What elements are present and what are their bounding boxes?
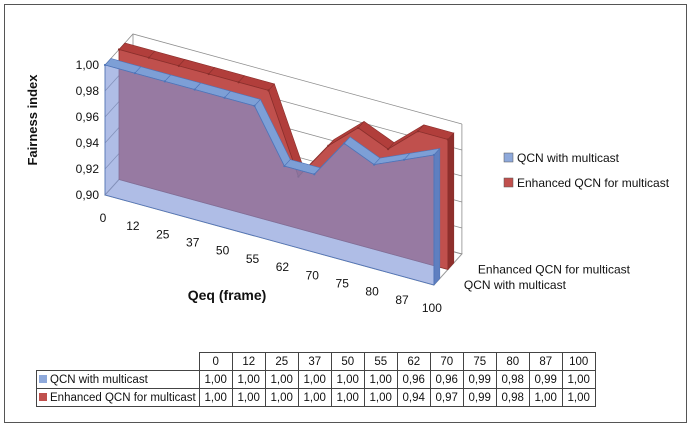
table-header-cell: 70 — [430, 353, 463, 371]
table-header-cell: 50 — [331, 353, 364, 371]
table-cell: 1,00 — [364, 371, 397, 389]
table-header-cell: 12 — [232, 353, 265, 371]
table-series-label: QCN with multicast — [50, 374, 148, 386]
data-point — [313, 173, 315, 175]
table-cell: 1,00 — [298, 389, 331, 407]
y-tick-label: 0,96 — [76, 110, 100, 124]
legend: QCN with multicast Enhanced QCN for multi… — [504, 151, 670, 190]
table-series-label: Enhanced QCN for multicast — [50, 392, 196, 404]
table-cell: 1,00 — [529, 389, 562, 407]
table-legend-swatch — [39, 393, 47, 401]
x-tick-label: 37 — [186, 236, 200, 250]
table-cell: 0,96 — [397, 371, 430, 389]
table-cell: 1,00 — [364, 389, 397, 407]
x-tick-label: 100 — [422, 301, 442, 315]
y-tick-label: 0,94 — [76, 136, 100, 150]
x-tick-label: 62 — [276, 260, 290, 274]
data-point — [178, 65, 180, 67]
table-cell: 1,00 — [562, 389, 595, 407]
table-cell: 1,00 — [232, 389, 265, 407]
x-tick-label: 80 — [365, 285, 379, 299]
y-tick-label: 0,92 — [76, 162, 100, 176]
data-point — [283, 165, 285, 167]
table-header-cell: 100 — [562, 353, 595, 371]
table-cell: 1,00 — [265, 389, 298, 407]
y-tick-label: 0,98 — [76, 84, 100, 98]
table-header-row: 0 12 25 37 50 55 62 70 75 80 87 100 — [37, 353, 596, 371]
x-tick-label: 12 — [126, 219, 140, 233]
data-point — [208, 73, 210, 75]
data-point — [357, 127, 359, 129]
y-tick-label: 0,90 — [76, 188, 100, 202]
legend-label: QCN with multicast — [517, 151, 620, 165]
table-cell: 1,00 — [199, 371, 232, 389]
data-point — [118, 48, 120, 50]
x-tick-label: 70 — [306, 268, 320, 282]
table-header-cell: 37 — [298, 353, 331, 371]
table-header-cell: 25 — [265, 353, 298, 371]
data-point — [433, 154, 435, 156]
data-point — [104, 64, 106, 66]
table-legend-swatch — [39, 375, 47, 383]
table-row: QCN with multicast 1,00 1,00 1,00 1,00 1,00 1,… — [37, 371, 596, 389]
table-cell: 0,96 — [430, 371, 463, 389]
table-header-cell: 75 — [463, 353, 496, 371]
table-cell: 1,00 — [298, 371, 331, 389]
data-point — [327, 145, 329, 147]
legend-label: Enhanced QCN for multicast — [517, 176, 670, 190]
table-cell: 1,00 — [199, 389, 232, 407]
data-point — [224, 97, 226, 99]
x-axis-title: Qeq (frame) — [188, 287, 267, 303]
table-series-name: Enhanced QCN for multicast — [37, 389, 200, 407]
table-cell: 0,99 — [529, 371, 562, 389]
data-point — [134, 72, 136, 74]
data-point — [194, 88, 196, 90]
data-point — [387, 148, 389, 150]
y-tick-label: 1,00 — [76, 58, 100, 72]
x-tick-label: 25 — [156, 227, 170, 241]
area-side — [434, 149, 440, 286]
data-point — [373, 164, 375, 166]
table-cell: 1,00 — [331, 389, 364, 407]
table-cell: 0,99 — [463, 389, 496, 407]
legend-swatch — [504, 153, 513, 162]
table-cell: 1,00 — [562, 371, 595, 389]
table-header-cell: 87 — [529, 353, 562, 371]
table-corner — [37, 353, 200, 371]
table-header-cell: 0 — [199, 353, 232, 371]
data-point — [417, 130, 419, 132]
x-tick-label: 0 — [100, 211, 107, 225]
table-cell: 1,00 — [265, 371, 298, 389]
table-series-name: QCN with multicast — [37, 371, 200, 389]
data-point — [267, 89, 269, 91]
data-point — [238, 81, 240, 83]
table-header-cell: 80 — [496, 353, 529, 371]
data-point — [447, 138, 449, 140]
table-cell: 0,98 — [496, 371, 529, 389]
table-header-cell: 62 — [397, 353, 430, 371]
depth-label: QCN with multicast — [464, 278, 567, 292]
table-cell: 0,99 — [463, 371, 496, 389]
table-cell: 0,94 — [397, 389, 430, 407]
data-point — [253, 105, 255, 107]
table-cell: 1,00 — [331, 371, 364, 389]
x-tick-label: 87 — [395, 293, 409, 307]
y-axis-title: Fairness index — [25, 74, 40, 166]
data-point — [164, 80, 166, 82]
data-point — [403, 159, 405, 161]
x-tick-label: 50 — [216, 244, 230, 258]
data-point — [148, 57, 150, 59]
table-cell: 0,97 — [430, 389, 463, 407]
area-side — [448, 133, 454, 270]
table-header-cell: 55 — [364, 353, 397, 371]
x-tick-label: 55 — [246, 252, 260, 266]
depth-label: Enhanced QCN for multicast — [478, 262, 631, 276]
x-tick-label: 75 — [336, 276, 350, 290]
table-cell: 1,00 — [232, 371, 265, 389]
table-row: Enhanced QCN for multicast 1,00 1,00 1,00 1,… — [37, 389, 596, 407]
table-cell: 0,98 — [496, 389, 529, 407]
legend-swatch — [504, 178, 513, 187]
data-table: 0 12 25 37 50 55 62 70 75 80 87 100 QCN with multic… — [36, 352, 596, 407]
data-point — [343, 142, 345, 144]
